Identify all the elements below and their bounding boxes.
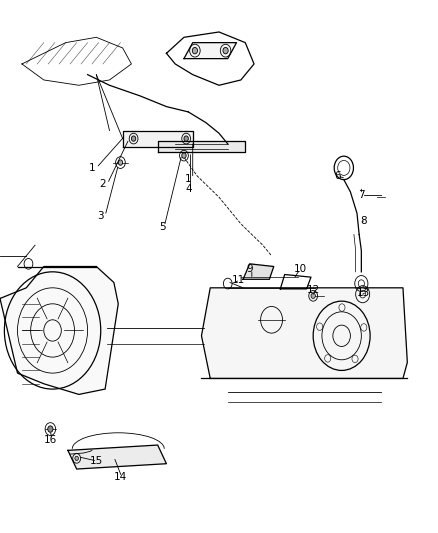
Text: 9: 9	[246, 264, 253, 274]
Text: 15: 15	[90, 456, 103, 466]
Text: 4: 4	[185, 184, 192, 194]
Polygon shape	[68, 445, 166, 469]
Text: 11: 11	[232, 275, 245, 285]
Circle shape	[75, 456, 78, 461]
Text: 6: 6	[334, 171, 341, 181]
Circle shape	[131, 136, 136, 141]
Text: 10: 10	[293, 264, 307, 274]
Polygon shape	[158, 141, 245, 152]
Text: 7: 7	[358, 190, 365, 199]
Polygon shape	[184, 43, 237, 59]
Circle shape	[223, 47, 228, 54]
Circle shape	[48, 426, 53, 432]
Text: 8: 8	[360, 216, 367, 226]
Text: 5: 5	[159, 222, 166, 231]
Text: 14: 14	[114, 472, 127, 482]
Circle shape	[118, 160, 123, 165]
Text: 13: 13	[357, 288, 370, 298]
Polygon shape	[123, 131, 193, 147]
Circle shape	[184, 136, 188, 141]
Polygon shape	[0, 266, 118, 394]
Polygon shape	[201, 288, 407, 378]
Text: 2: 2	[99, 179, 106, 189]
Polygon shape	[243, 264, 274, 279]
Circle shape	[182, 153, 186, 158]
Circle shape	[311, 293, 315, 298]
Circle shape	[192, 47, 198, 54]
Text: 16: 16	[44, 435, 57, 445]
Text: 1: 1	[88, 163, 95, 173]
Text: 12: 12	[307, 286, 320, 295]
Text: 3: 3	[97, 211, 104, 221]
Text: 1: 1	[185, 174, 192, 183]
